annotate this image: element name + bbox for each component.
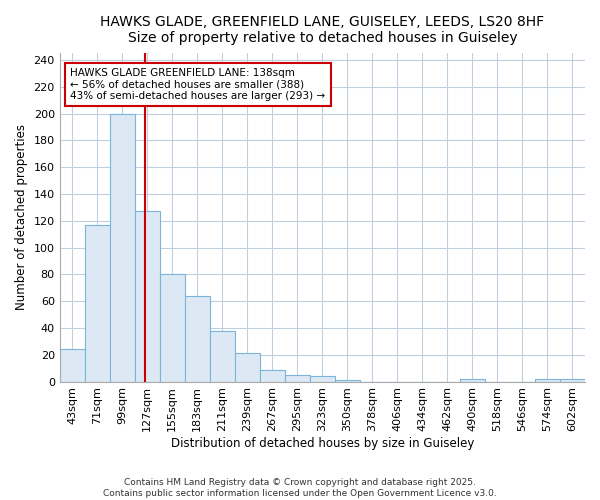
- Bar: [310, 376, 335, 382]
- Bar: [560, 379, 585, 382]
- Y-axis label: Number of detached properties: Number of detached properties: [15, 124, 28, 310]
- Bar: [460, 379, 485, 382]
- Text: HAWKS GLADE GREENFIELD LANE: 138sqm
← 56% of detached houses are smaller (388)
4: HAWKS GLADE GREENFIELD LANE: 138sqm ← 56…: [70, 68, 325, 102]
- Text: Contains HM Land Registry data © Crown copyright and database right 2025.
Contai: Contains HM Land Registry data © Crown c…: [103, 478, 497, 498]
- Bar: [110, 114, 135, 382]
- Title: HAWKS GLADE, GREENFIELD LANE, GUISELEY, LEEDS, LS20 8HF
Size of property relativ: HAWKS GLADE, GREENFIELD LANE, GUISELEY, …: [100, 15, 544, 45]
- Bar: [85, 225, 110, 382]
- X-axis label: Distribution of detached houses by size in Guiseley: Distribution of detached houses by size …: [170, 437, 474, 450]
- Bar: [285, 375, 310, 382]
- Bar: [210, 330, 235, 382]
- Bar: [185, 296, 210, 382]
- Bar: [59, 350, 85, 382]
- Bar: [335, 380, 360, 382]
- Bar: [260, 370, 285, 382]
- Bar: [160, 274, 185, 382]
- Bar: [135, 212, 160, 382]
- Bar: [535, 379, 560, 382]
- Bar: [235, 354, 260, 382]
